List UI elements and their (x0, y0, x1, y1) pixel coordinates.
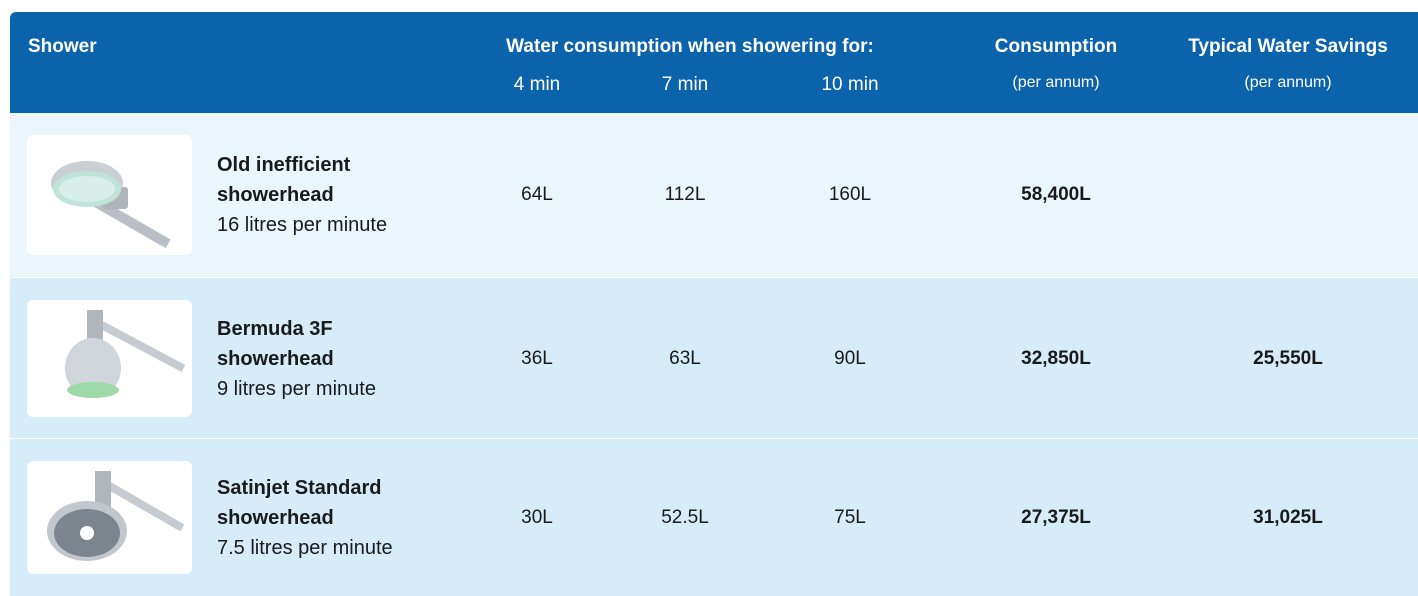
shower-name: Bermuda 3F showerhead (217, 314, 417, 374)
duration: 4 min (514, 74, 560, 96)
consumption: 32,850L (1021, 348, 1091, 370)
page: Shower Water consumption when showering … (0, 0, 1418, 595)
usage: 90L (834, 348, 866, 370)
header-shower: Shower (28, 36, 97, 58)
showerhead-icon (27, 135, 192, 255)
usage: 52.5L (661, 507, 709, 529)
flow-rate: 9 litres per minute (217, 374, 417, 404)
usage: 36L (521, 348, 553, 370)
consumption-note: (per annum) (1012, 74, 1099, 92)
usage: 75L (834, 507, 866, 529)
flow-rate: 16 litres per minute (217, 210, 417, 240)
shower-image (27, 300, 192, 417)
header-savings: Typical Water Savings (1188, 36, 1388, 58)
usage: 160L (829, 184, 871, 206)
showerhead-icon (27, 461, 192, 581)
showerhead-icon (27, 300, 192, 420)
usage: 30L (521, 507, 553, 529)
usage: 63L (669, 348, 701, 370)
shower-name: Old inefficient showerhead (217, 150, 417, 210)
shower-image (27, 135, 192, 255)
savings-note: (per annum) (1244, 74, 1331, 92)
shower-image (27, 461, 192, 574)
table-header: Shower Water consumption when showering … (10, 12, 1418, 113)
usage: 112L (665, 184, 706, 206)
duration: 10 min (821, 74, 878, 96)
consumption: 58,400L (1021, 184, 1091, 206)
savings: 25,550L (1253, 348, 1323, 370)
header-consumption: Consumption (995, 36, 1117, 58)
header-water-consumption: Water consumption when showering for: (506, 36, 874, 58)
consumption: 27,375L (1021, 507, 1091, 529)
flow-rate: 7.5 litres per minute (217, 533, 417, 563)
shower-name: Satinjet Standard showerhead (217, 473, 417, 533)
savings: 31,025L (1253, 507, 1323, 529)
usage: 64L (521, 184, 553, 206)
duration: 7 min (662, 74, 708, 96)
